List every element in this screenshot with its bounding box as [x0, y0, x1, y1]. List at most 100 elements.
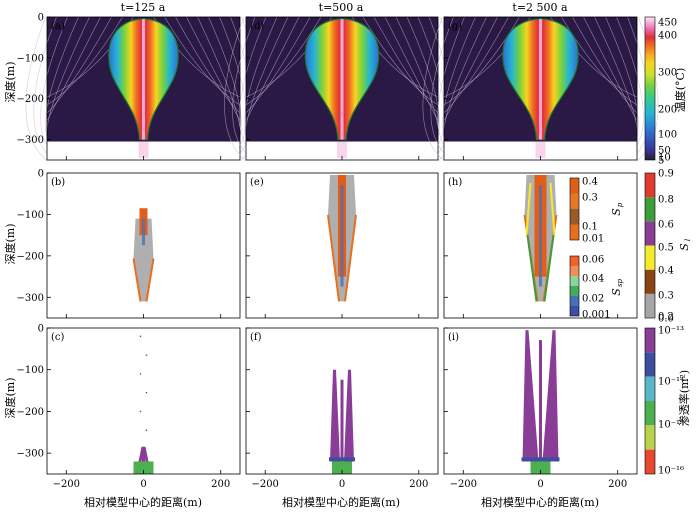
- xlabel-col-1: 相对模型中心的距离(m): [84, 495, 202, 509]
- streamline: [583, 16, 638, 122]
- streamline: [384, 16, 439, 122]
- y-tick-label: −100: [17, 210, 44, 221]
- x-tick-label: 200: [608, 479, 627, 490]
- permeability-core: [340, 379, 344, 462]
- permeability-base: [530, 461, 551, 474]
- sp-colorbar-segment: [570, 178, 579, 194]
- streamline: [605, 16, 639, 138]
- panel-h: (h): [443, 172, 638, 319]
- sp-colorbar-frame: [569, 177, 580, 241]
- panel-letter: (f): [250, 332, 262, 343]
- panel-c: (c) −200 0 200 0 −100 −200 −300: [17, 324, 241, 490]
- sp-label-sub: p: [616, 202, 624, 207]
- sl-colorbar-segment: [645, 245, 655, 270]
- panel-letter: (c): [51, 332, 65, 343]
- x-tick-label: −200: [53, 479, 80, 490]
- plume-core: [142, 19, 145, 140]
- streamline: [442, 16, 476, 138]
- ssp-colorbar-segment: [570, 266, 579, 276]
- heat-source: [138, 141, 149, 158]
- sp-tick-label: 0.01: [582, 234, 604, 245]
- permeability-colorbar: 10⁻¹³ 10⁻¹⁴ 10⁻¹⁵ 10⁻¹⁶: [644, 326, 684, 477]
- panel-letter: (g): [448, 21, 462, 32]
- x-tick-label: 0: [140, 479, 146, 490]
- streamline: [245, 16, 311, 114]
- permeability-scatter: [145, 429, 148, 432]
- streamline: [40, 16, 68, 146]
- sl-label-sub: l: [684, 239, 692, 241]
- y-tick-label: 0: [38, 324, 44, 335]
- ssp-tick-label: 0.001: [582, 310, 611, 321]
- streamline: [175, 16, 241, 114]
- permeability-low-band: [521, 457, 560, 462]
- streamline: [430, 16, 454, 154]
- streamline: [443, 16, 487, 130]
- streamline: [45, 16, 79, 138]
- y-tick-label: −200: [17, 407, 44, 418]
- permeability-core: [539, 340, 542, 462]
- ssp-core: [340, 185, 344, 287]
- ssp-colorbar-segment: [570, 306, 579, 316]
- streamline: [46, 16, 101, 122]
- panel-b: (b) 0 −100 −200 −300: [17, 169, 241, 319]
- streamline: [33, 16, 57, 154]
- plume-core: [539, 19, 542, 140]
- temperature-tick-label: 300: [658, 68, 677, 79]
- plume-core: [340, 19, 344, 140]
- sp-tick-label: 0.1: [582, 222, 598, 233]
- streamline: [443, 16, 498, 122]
- permeability-colorbar-segment: [645, 449, 655, 474]
- panel-i: (i) −200 0 200: [443, 327, 638, 490]
- y-tick-label: 0: [38, 169, 44, 180]
- streamline: [245, 16, 322, 106]
- temperature-tick-label: 10: [658, 153, 671, 164]
- streamline: [572, 16, 638, 114]
- ylabel-row-1: 深度(m): [3, 61, 17, 102]
- sl-tick-label: 0.3: [658, 291, 674, 302]
- permeability-core: [142, 446, 145, 462]
- column-title-3: t=2 500 a: [512, 1, 568, 14]
- y-tick-label: −200: [17, 94, 44, 105]
- streamline: [46, 16, 123, 106]
- permeability-finger: [344, 369, 354, 462]
- streamline: [164, 16, 241, 106]
- streamline: [443, 16, 509, 114]
- sl-label: S: [678, 243, 691, 251]
- sp-colorbar-segment: [570, 193, 579, 209]
- permeability-scatter: [139, 410, 142, 413]
- sl-tick-label: 0.2: [658, 312, 674, 323]
- y-tick-label: −300: [17, 293, 44, 304]
- panel-e: (e): [245, 172, 439, 319]
- streamline: [197, 16, 241, 130]
- sl-tick-label: 0.8: [658, 195, 674, 206]
- sl-yellow-right: [549, 182, 556, 236]
- streamline: [594, 16, 638, 130]
- sl-tick-label: 0.6: [658, 220, 674, 231]
- streamline: [245, 16, 289, 130]
- ssp-tick-label: 0.06: [582, 255, 604, 266]
- streamline: [395, 16, 439, 130]
- ylabel-row-3: 深度(m): [3, 377, 17, 418]
- sl-colorbar-segment: [645, 221, 655, 246]
- sl-colorbar: 0.9 0.8 0.6 0.5 0.4 0.3 0.20.0: [644, 169, 674, 325]
- streamline: [46, 16, 112, 114]
- sl-tick-label: 0.0: [658, 314, 674, 325]
- sl-colorbar-segment: [645, 173, 655, 198]
- streamline: [406, 16, 440, 138]
- streamline: [208, 16, 242, 138]
- sl-colorbar-segment: [645, 293, 655, 318]
- streamline: [224, 16, 247, 162]
- temperature-label: 温度(°C): [673, 68, 687, 113]
- y-tick-label: 0: [38, 13, 44, 24]
- x-tick-label: −200: [450, 479, 477, 490]
- ssp-colorbar: 0.06 0.04 0.02 0.001: [569, 255, 611, 321]
- sl-tick-label: 0.9: [658, 169, 674, 180]
- panel-letter: (e): [250, 177, 264, 188]
- permeability-base: [133, 461, 154, 474]
- ssp-colorbar-frame: [569, 255, 580, 317]
- panel-letter: (h): [448, 177, 462, 188]
- xlabel-col-2: 相对模型中心的距离(m): [282, 495, 400, 509]
- streamline: [25, 16, 48, 162]
